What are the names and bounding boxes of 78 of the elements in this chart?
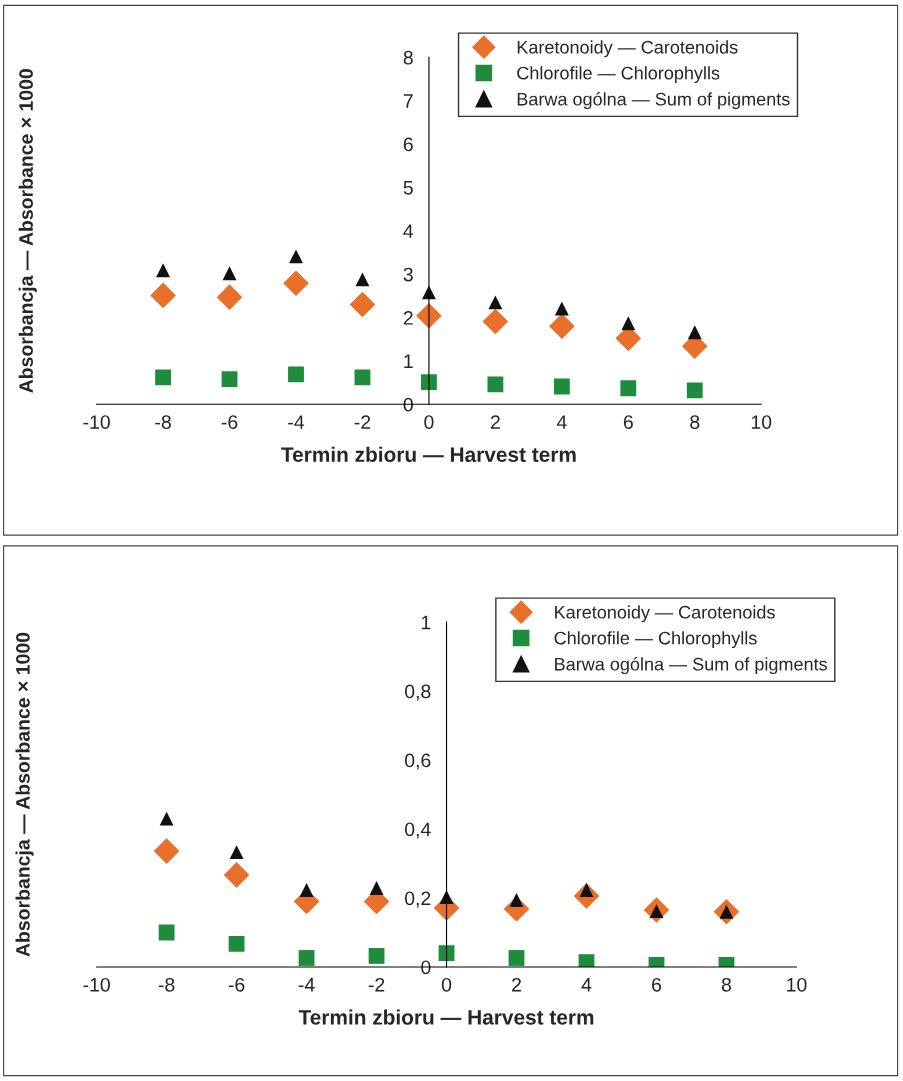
point xyxy=(150,282,176,309)
x-tick-label: -4 xyxy=(298,978,315,992)
point xyxy=(368,948,385,964)
point xyxy=(620,380,637,397)
point xyxy=(289,249,303,264)
y-tick-label: 2 xyxy=(403,311,413,325)
y-tick-label: 1 xyxy=(421,615,431,630)
point xyxy=(549,313,575,340)
x-tick-label: 2 xyxy=(512,977,521,992)
y-tick-label: 7 xyxy=(403,94,413,108)
point xyxy=(216,284,243,310)
x-tick-label: -2 xyxy=(368,977,385,992)
x-tick-label: 10 xyxy=(787,977,807,992)
x-tick-label: -10 xyxy=(83,977,110,992)
x-tick-label: 6 xyxy=(652,977,662,992)
y-tick-label: 3 xyxy=(403,267,413,282)
x-tick-label: 10 xyxy=(751,415,772,429)
point xyxy=(156,263,171,278)
point xyxy=(509,893,524,907)
legend-label: Chlorofile — Chlorophylls xyxy=(517,66,720,84)
x-tick-label: 4 xyxy=(581,978,592,992)
x-tick-label: 2 xyxy=(490,415,500,429)
point xyxy=(299,883,314,897)
legend-label: Barwa ogólna — Sum of pigments xyxy=(517,92,790,110)
point xyxy=(553,378,570,395)
x-tick-label: -8 xyxy=(155,415,171,429)
point xyxy=(229,845,244,860)
point xyxy=(298,950,315,966)
x-tick-label: 8 xyxy=(721,977,732,992)
point xyxy=(159,811,174,826)
x-tick-label: -6 xyxy=(221,415,238,429)
x-tick-label: -6 xyxy=(228,977,245,992)
point xyxy=(349,291,376,318)
point xyxy=(155,369,171,386)
x-tick-label: 8 xyxy=(690,415,700,429)
point xyxy=(369,881,384,895)
x-tick-label: 0 xyxy=(441,977,452,992)
x-tick-label: -4 xyxy=(288,415,305,429)
y-tick-label: 0,6 xyxy=(404,753,431,770)
y-axis-title: Absorbancja — Absorbance × 1000 xyxy=(18,69,37,393)
point xyxy=(621,316,636,331)
point xyxy=(355,272,370,287)
x-tick-label: -2 xyxy=(354,415,371,429)
point xyxy=(554,301,569,316)
point xyxy=(354,369,371,386)
point xyxy=(222,266,237,281)
point xyxy=(223,862,250,888)
point xyxy=(487,376,504,393)
y-tick-label: 0,8 xyxy=(404,684,431,701)
point xyxy=(283,270,309,297)
point xyxy=(228,935,245,952)
point xyxy=(686,382,703,399)
x-tick-label: -10 xyxy=(83,415,110,429)
point xyxy=(221,371,238,388)
y-tick-label: 1 xyxy=(404,354,413,368)
point xyxy=(687,325,702,340)
legend-label: Karetonoidy — Carotenoids xyxy=(555,605,775,623)
point xyxy=(288,366,304,383)
point xyxy=(508,950,525,966)
point xyxy=(482,308,509,335)
x-tick-label: 6 xyxy=(623,415,633,429)
point xyxy=(153,838,180,864)
y-tick-label: 0,4 xyxy=(404,822,431,839)
x-axis-title: Termin zbioru — Harvest term xyxy=(281,446,576,463)
x-tick-label: 4 xyxy=(556,415,567,429)
y-axis-title: Absorbancja — Absorbance × 1000 xyxy=(15,632,34,957)
point xyxy=(488,295,503,310)
y-tick-label: 8 xyxy=(403,50,413,65)
x-tick-label: -8 xyxy=(158,977,175,992)
y-tick-label: 6 xyxy=(403,137,413,152)
y-tick-label: 4 xyxy=(403,224,414,238)
y-tick-label: 0,2 xyxy=(404,891,431,908)
legend-label: Karetonoidy — Carotenoids xyxy=(517,40,738,58)
x-axis-title: Termin zbioru — Harvest term xyxy=(298,1009,594,1025)
y-tick-label: 5 xyxy=(403,181,413,195)
legend-label: Chlorofile — Chlorophylls xyxy=(554,631,757,649)
legend-label: Barwa ogólna — Sum of pigments xyxy=(555,657,827,675)
point xyxy=(158,924,175,941)
